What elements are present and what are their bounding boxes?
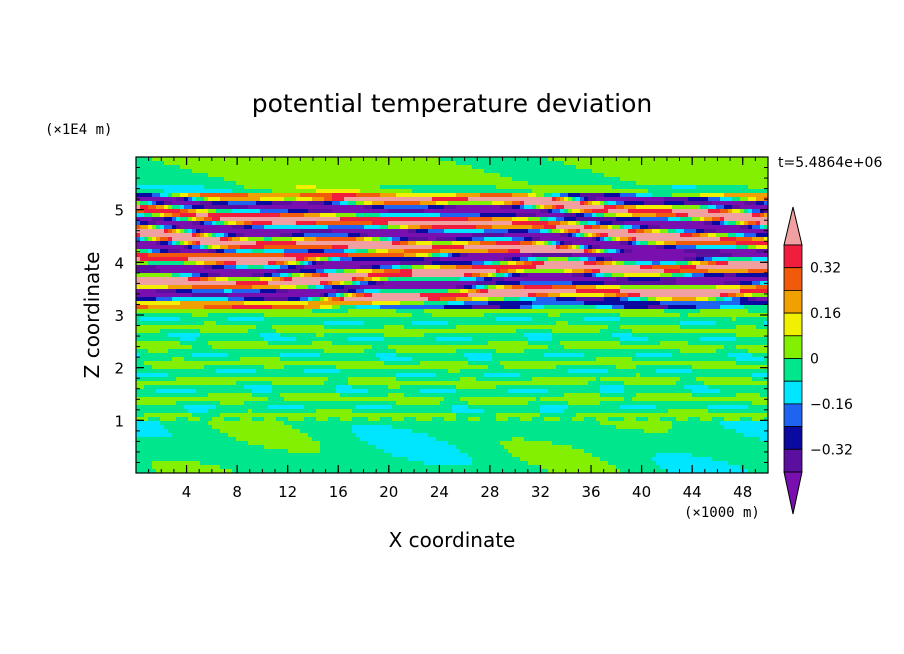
x-tick-label: 44 bbox=[683, 483, 702, 501]
x-tick-label: 36 bbox=[581, 483, 600, 501]
x-unit-label: (×1000 m) bbox=[684, 505, 760, 521]
colorbar-tick-label: 0 bbox=[810, 352, 819, 368]
y-tick-label: 1 bbox=[114, 412, 124, 430]
x-tick-label: 32 bbox=[531, 483, 550, 501]
colorbar-tick-label: 0.16 bbox=[810, 306, 841, 322]
x-tick-label: 12 bbox=[278, 483, 297, 501]
colorbar-segment bbox=[783, 267, 803, 291]
y-tick-label: 3 bbox=[114, 307, 124, 325]
x-tick-label: 16 bbox=[329, 483, 348, 501]
colorbar-segment bbox=[783, 289, 803, 314]
colorbar: 0.32 0.16 0 −0.16 −0.32 bbox=[783, 206, 853, 515]
x-tick-label: 8 bbox=[232, 483, 242, 501]
colorbar-segment bbox=[783, 403, 803, 427]
y-tick-label: 2 bbox=[114, 360, 124, 378]
x-axis-label: X coordinate bbox=[389, 528, 516, 552]
x-tick-label: 24 bbox=[430, 483, 449, 501]
x-tick-label: 20 bbox=[379, 483, 398, 501]
x-tick-label: 4 bbox=[182, 483, 192, 501]
colorbar-tick-label: −0.32 bbox=[810, 442, 853, 458]
colorbar-segment bbox=[783, 335, 803, 359]
y-axis: 1 2 3 4 5 bbox=[114, 167, 768, 463]
colorbar-tick-label: 0.32 bbox=[810, 261, 841, 277]
colorbar-segment bbox=[783, 380, 803, 405]
y-axis-label: Z coordinate bbox=[80, 252, 104, 379]
chart-title: potential temperature deviation bbox=[252, 89, 652, 118]
x-axis: 4 8 12 16 20 24 28 32 36 40 44 48 bbox=[148, 157, 756, 501]
y-unit-label: (×1E4 m) bbox=[45, 122, 112, 138]
colorbar-segment bbox=[783, 244, 803, 269]
y-tick-label: 5 bbox=[114, 202, 124, 220]
y-tick-label: 4 bbox=[114, 254, 124, 272]
contour-field bbox=[136, 157, 768, 473]
colorbar-extend-low bbox=[783, 471, 803, 515]
time-label: t=5.4864e+06 bbox=[778, 155, 882, 171]
colorbar-segment bbox=[783, 426, 803, 450]
x-tick-label: 40 bbox=[632, 483, 651, 501]
colorbar-tick-label: −0.16 bbox=[810, 397, 853, 413]
x-tick-label: 48 bbox=[733, 483, 752, 501]
colorbar-segment bbox=[783, 312, 803, 337]
x-tick-label: 28 bbox=[480, 483, 499, 501]
colorbar-segment bbox=[783, 448, 803, 473]
colorbar-segment bbox=[783, 358, 803, 382]
